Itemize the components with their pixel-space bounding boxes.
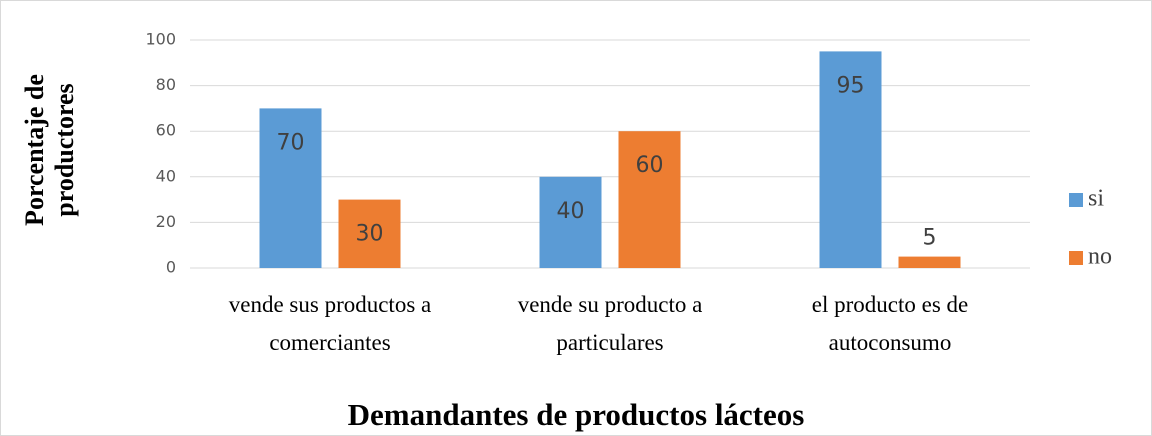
data-label: 30	[356, 222, 384, 247]
legend-label: si	[1088, 186, 1104, 212]
bar	[898, 256, 961, 268]
data-label: 5	[923, 226, 937, 251]
x-tick-label: vende su producto a particulares	[517, 292, 703, 355]
y-tick-label: 100	[145, 30, 176, 49]
x-tick-label: el producto es de autoconsumo	[811, 292, 969, 355]
y-tick-label: 80	[156, 75, 176, 94]
legend-swatch	[1069, 193, 1083, 207]
y-tick-label: 40	[156, 166, 176, 185]
bar	[819, 51, 882, 269]
legend-swatch	[1069, 251, 1083, 265]
bar	[259, 108, 322, 269]
bar	[539, 176, 602, 268]
chart-title: Demandantes de productos lácteos	[347, 397, 805, 432]
y-tick-label: 0	[166, 258, 176, 277]
bar	[618, 131, 681, 268]
bar	[338, 199, 401, 268]
y-tick-label: 20	[156, 212, 176, 231]
y-tick-label: 60	[156, 121, 176, 140]
y-axis-label: Porcentaje de productores	[20, 74, 79, 226]
data-label: 60	[636, 153, 664, 178]
data-label: 95	[837, 73, 865, 98]
x-tick-label: vende sus productos a comerciantes	[228, 292, 432, 355]
data-label: 70	[277, 130, 305, 155]
legend-label: no	[1088, 244, 1112, 270]
data-label: 40	[557, 199, 585, 224]
